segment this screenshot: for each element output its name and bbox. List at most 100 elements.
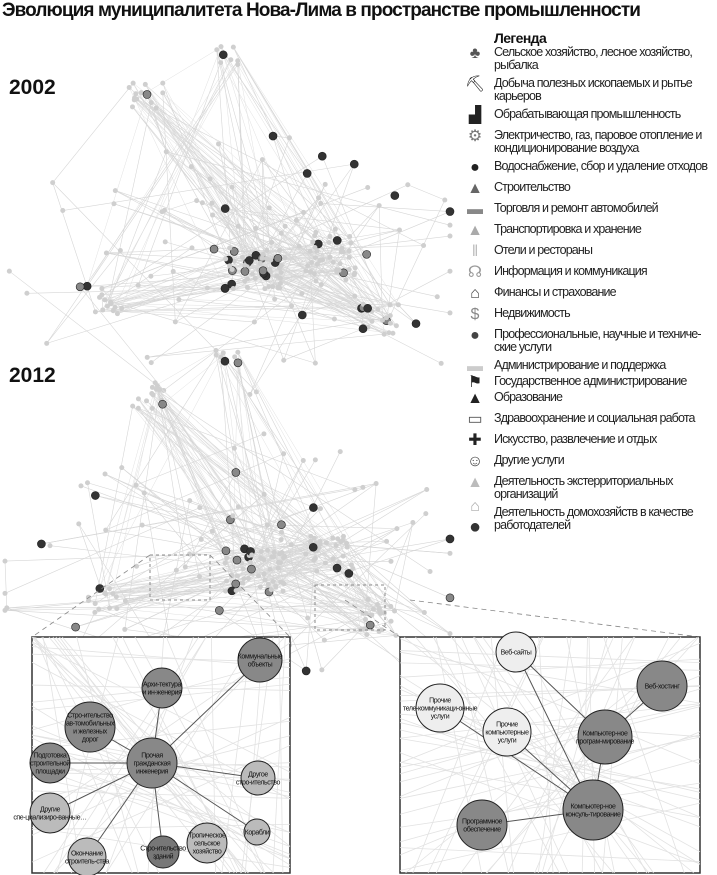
network-edge [247,287,335,320]
inset-edge [439,707,594,811]
network-node [154,383,160,389]
legend-label: Деятельность домохозяйств в качестве раб… [494,505,694,532]
network-edge [249,548,306,555]
network-edge [175,159,263,323]
network-node [381,331,387,337]
network-node [232,555,242,565]
network-edge [213,248,372,312]
network-node [188,164,194,170]
network-node [229,184,235,190]
background-edge [105,636,257,874]
network-node [153,105,159,111]
network-node [280,588,286,594]
network-edge [107,102,152,307]
network-node [332,563,342,573]
network-edge [152,350,217,388]
network-edge [117,251,235,314]
network-node [235,62,241,68]
network-node [388,603,394,609]
network-node [281,555,287,561]
inset-node [29,792,71,834]
network-node [394,526,400,532]
network-edge [117,256,243,314]
network-node [358,324,368,334]
network-edge [161,400,344,557]
network-node [233,587,239,593]
background-edge [56,636,119,874]
network-node [346,266,352,272]
network-node [427,568,433,574]
network-edge [191,166,322,285]
network-node [281,581,287,587]
network-node [281,357,287,363]
network-node [182,564,188,570]
network-node [148,273,154,279]
network-edge [189,542,327,555]
network-node [411,319,421,328]
inset-node [146,835,180,869]
network-node [247,559,253,565]
network-node [251,319,257,325]
network-edge [113,254,367,312]
network-node [305,615,311,621]
network-node [350,566,356,572]
network-node [376,203,382,209]
network-node [110,591,116,597]
network-node [6,268,12,274]
network-node [273,254,283,263]
network-edge [283,608,374,658]
network-edge [41,483,377,545]
network-edge [9,270,164,391]
network-node [258,549,264,555]
network-edge [110,242,272,303]
network-node [92,609,98,615]
network-node [344,569,354,578]
network-node [158,399,167,409]
network-edge [4,561,8,608]
network-node [92,601,98,607]
network-edge [318,547,344,557]
network-node [317,258,323,264]
network-node [301,666,311,676]
network-edge [212,214,391,306]
network-edge [270,589,307,672]
network-node [114,606,120,612]
network-edge [407,184,445,201]
network-node [85,594,91,600]
inset-node [64,701,116,753]
network-node [223,256,229,262]
network-node [339,268,348,278]
network-node [148,360,154,366]
network-node [312,255,318,261]
network-node [117,248,123,254]
network-node [198,536,204,542]
inset-node-label: Компьютер-ное консуль-тирование [565,804,621,819]
network-node [326,239,332,245]
network-edge [105,562,326,595]
background-edge [399,734,701,815]
network-node [269,554,275,560]
background-edge [541,636,608,874]
network-node [245,576,251,582]
network-node [447,222,453,228]
background-edge [399,638,701,765]
legend-item: ⚙ Электричество, газ, паровое отопление и… [462,128,717,155]
network-node [340,537,346,543]
network-node [144,398,150,404]
network-node [239,254,245,260]
network-edge [132,83,256,279]
network-node [309,260,315,266]
network-node [138,90,144,96]
network-node [231,579,241,589]
network-edge [335,545,451,634]
legend-item: ▬ Администрирование и поддержка [462,358,717,375]
inset-node-label: Архи-тектура и ин-женерия [142,682,182,697]
network-node [318,282,324,288]
network-edge [291,305,316,364]
network-node [71,622,80,632]
network-node [270,284,276,290]
inset-node-label: Подготовка строительной площадки [30,753,70,776]
network-edge [106,247,230,254]
network-edge [136,507,314,567]
network-node [173,567,179,573]
